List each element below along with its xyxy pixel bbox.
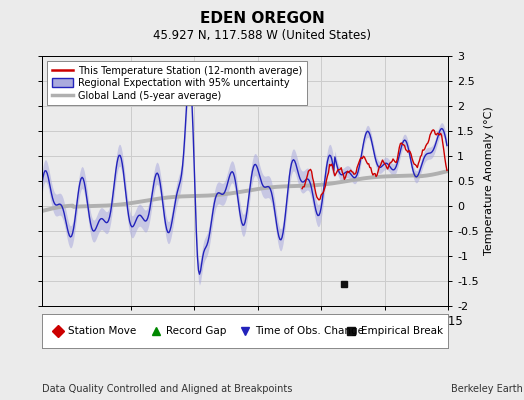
Text: Station Move: Station Move [68,326,137,336]
Text: Berkeley Earth: Berkeley Earth [451,384,522,394]
Y-axis label: Temperature Anomaly (°C): Temperature Anomaly (°C) [484,107,494,255]
Text: Data Quality Controlled and Aligned at Breakpoints: Data Quality Controlled and Aligned at B… [42,384,292,394]
Text: Record Gap: Record Gap [166,326,226,336]
Text: Time of Obs. Change: Time of Obs. Change [255,326,364,336]
Legend: This Temperature Station (12-month average), Regional Expectation with 95% uncer: This Temperature Station (12-month avera… [47,61,307,106]
Text: EDEN OREGON: EDEN OREGON [200,11,324,26]
Text: 45.927 N, 117.588 W (United States): 45.927 N, 117.588 W (United States) [153,29,371,42]
Text: Empirical Break: Empirical Break [361,326,443,336]
